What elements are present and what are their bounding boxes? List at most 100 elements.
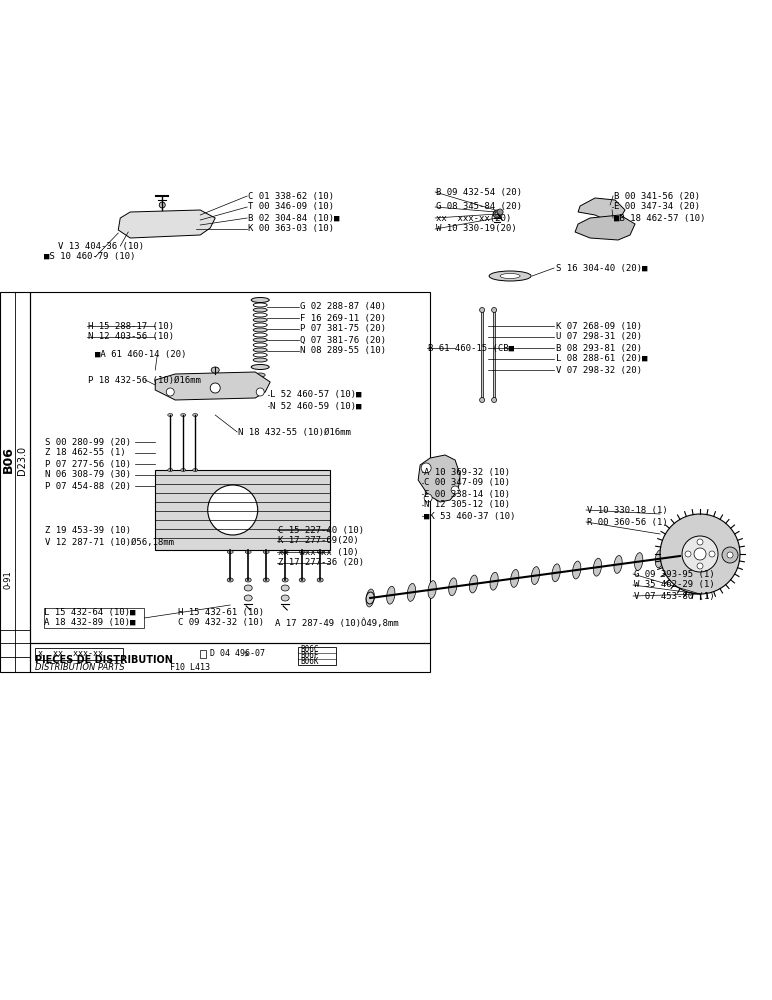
Circle shape — [422, 463, 431, 473]
Ellipse shape — [168, 414, 173, 416]
Ellipse shape — [245, 578, 251, 582]
Text: V 13 404-36 (10): V 13 404-36 (10) — [58, 241, 144, 250]
Text: ■B 18 462-57 (10): ■B 18 462-57 (10) — [614, 214, 706, 223]
Bar — [298, 647, 336, 665]
Circle shape — [495, 212, 499, 216]
Ellipse shape — [387, 586, 395, 604]
Text: L 52 460-57 (10)■: L 52 460-57 (10)■ — [270, 390, 361, 399]
Text: Z 19 453-39 (10): Z 19 453-39 (10) — [46, 526, 131, 534]
Text: L 15 432-64 (10)■: L 15 432-64 (10)■ — [44, 607, 136, 616]
Text: F10 L413: F10 L413 — [171, 664, 210, 672]
Ellipse shape — [469, 575, 478, 593]
Ellipse shape — [253, 303, 267, 307]
Text: ■S 10 460-79 (10): ■S 10 460-79 (10) — [44, 252, 136, 261]
Ellipse shape — [227, 578, 233, 582]
Circle shape — [694, 548, 706, 560]
Circle shape — [451, 486, 459, 494]
Ellipse shape — [181, 468, 186, 472]
Circle shape — [697, 539, 703, 545]
Text: P 18 432-56 (10)Ø16mm: P 18 432-56 (10)Ø16mm — [88, 375, 201, 384]
Text: B 00 341-56 (20): B 00 341-56 (20) — [614, 192, 700, 200]
Bar — [30, 292, 430, 643]
Ellipse shape — [635, 553, 643, 571]
Ellipse shape — [449, 578, 457, 596]
Circle shape — [159, 202, 165, 208]
Text: N 12 403-56 (10): N 12 403-56 (10) — [88, 332, 174, 342]
Text: S 00 280-99 (20): S 00 280-99 (20) — [46, 438, 131, 446]
Bar — [155, 470, 330, 550]
Ellipse shape — [552, 564, 560, 582]
Text: G 02 288-87 (40): G 02 288-87 (40) — [300, 302, 386, 312]
Ellipse shape — [573, 561, 581, 579]
Ellipse shape — [253, 353, 267, 357]
Ellipse shape — [531, 567, 540, 585]
Ellipse shape — [655, 550, 663, 568]
Text: C 15 227-40 (10): C 15 227-40 (10) — [278, 526, 364, 534]
Text: PIECES DE DISTRIBUTION: PIECES DE DISTRIBUTION — [36, 655, 173, 665]
Text: K 00 363-03 (10): K 00 363-03 (10) — [249, 225, 334, 233]
Text: xx  xxx-xx (10): xx xxx-xx (10) — [278, 548, 359, 556]
Circle shape — [493, 210, 501, 218]
Circle shape — [722, 547, 738, 563]
Ellipse shape — [676, 547, 684, 565]
Text: V 12 287-71 (10)Ø56,18mm: V 12 287-71 (10)Ø56,18mm — [46, 538, 174, 546]
Text: N 12 305-12 (10): N 12 305-12 (10) — [424, 500, 510, 510]
Ellipse shape — [251, 364, 269, 369]
Circle shape — [210, 383, 220, 393]
Ellipse shape — [253, 308, 267, 312]
Text: B06: B06 — [2, 447, 15, 473]
Text: B 02 304-84 (10)■: B 02 304-84 (10)■ — [249, 214, 340, 223]
Ellipse shape — [253, 328, 267, 332]
Text: S 16 304-40 (20)■: S 16 304-40 (20)■ — [556, 263, 648, 272]
Text: N 18 432-55 (10)Ø16mm: N 18 432-55 (10)Ø16mm — [239, 428, 351, 436]
Ellipse shape — [181, 414, 186, 416]
Ellipse shape — [408, 583, 415, 601]
Ellipse shape — [317, 578, 323, 582]
Text: A 17 287-49 (10)Ô49,8mm: A 17 287-49 (10)Ô49,8mm — [275, 618, 399, 628]
Ellipse shape — [253, 313, 267, 317]
Ellipse shape — [492, 308, 496, 312]
Bar — [200, 650, 206, 658]
Circle shape — [166, 388, 174, 396]
Ellipse shape — [317, 550, 323, 554]
Ellipse shape — [244, 595, 252, 601]
Text: Q 07 381-76 (20): Q 07 381-76 (20) — [300, 336, 386, 344]
Text: B 08 293-81 (20): B 08 293-81 (20) — [556, 344, 642, 353]
Bar — [30, 643, 430, 672]
Bar — [0, 292, 30, 672]
Text: V 07 453-80 (1): V 07 453-80 (1) — [634, 591, 715, 600]
Ellipse shape — [281, 585, 290, 591]
Ellipse shape — [263, 578, 269, 582]
Ellipse shape — [428, 581, 436, 599]
Text: V 07 298-32 (20): V 07 298-32 (20) — [556, 365, 642, 374]
Circle shape — [256, 388, 264, 396]
Bar — [493, 310, 495, 400]
Text: K 17 277-69(20): K 17 277-69(20) — [278, 536, 359, 546]
Text: xx  xxx-xx(20): xx xxx-xx(20) — [436, 214, 511, 223]
Ellipse shape — [366, 589, 374, 607]
Bar — [44, 608, 144, 628]
Text: Z 17 277-36 (20): Z 17 277-36 (20) — [278, 558, 364, 568]
Ellipse shape — [490, 572, 498, 590]
Text: W 10 330-19(20): W 10 330-19(20) — [436, 225, 516, 233]
Text: H 15 288-17 (10): H 15 288-17 (10) — [88, 322, 174, 330]
Polygon shape — [575, 215, 635, 240]
Ellipse shape — [614, 555, 622, 573]
Text: Z 18 462-55 (1): Z 18 462-55 (1) — [46, 448, 126, 458]
Ellipse shape — [253, 358, 267, 362]
Ellipse shape — [283, 550, 288, 554]
Ellipse shape — [244, 585, 252, 591]
Text: G 09 393-95 (1): G 09 393-95 (1) — [634, 570, 715, 578]
Ellipse shape — [300, 578, 305, 582]
Text: W 35 462-29 (1): W 35 462-29 (1) — [634, 580, 715, 589]
Circle shape — [497, 209, 503, 215]
Ellipse shape — [253, 333, 267, 337]
Text: x  xx  xxx-xx: x xx xxx-xx — [39, 650, 103, 658]
Ellipse shape — [281, 595, 290, 601]
Circle shape — [697, 563, 703, 569]
Text: B06C: B06C — [300, 646, 319, 654]
Text: T 00 346-09 (10): T 00 346-09 (10) — [249, 202, 334, 212]
Text: D 04 496-07: D 04 496-07 — [210, 650, 266, 658]
Text: P 07 277-56 (10): P 07 277-56 (10) — [46, 460, 131, 468]
Text: B 61 460-15 (CB■: B 61 460-15 (CB■ — [428, 344, 514, 353]
